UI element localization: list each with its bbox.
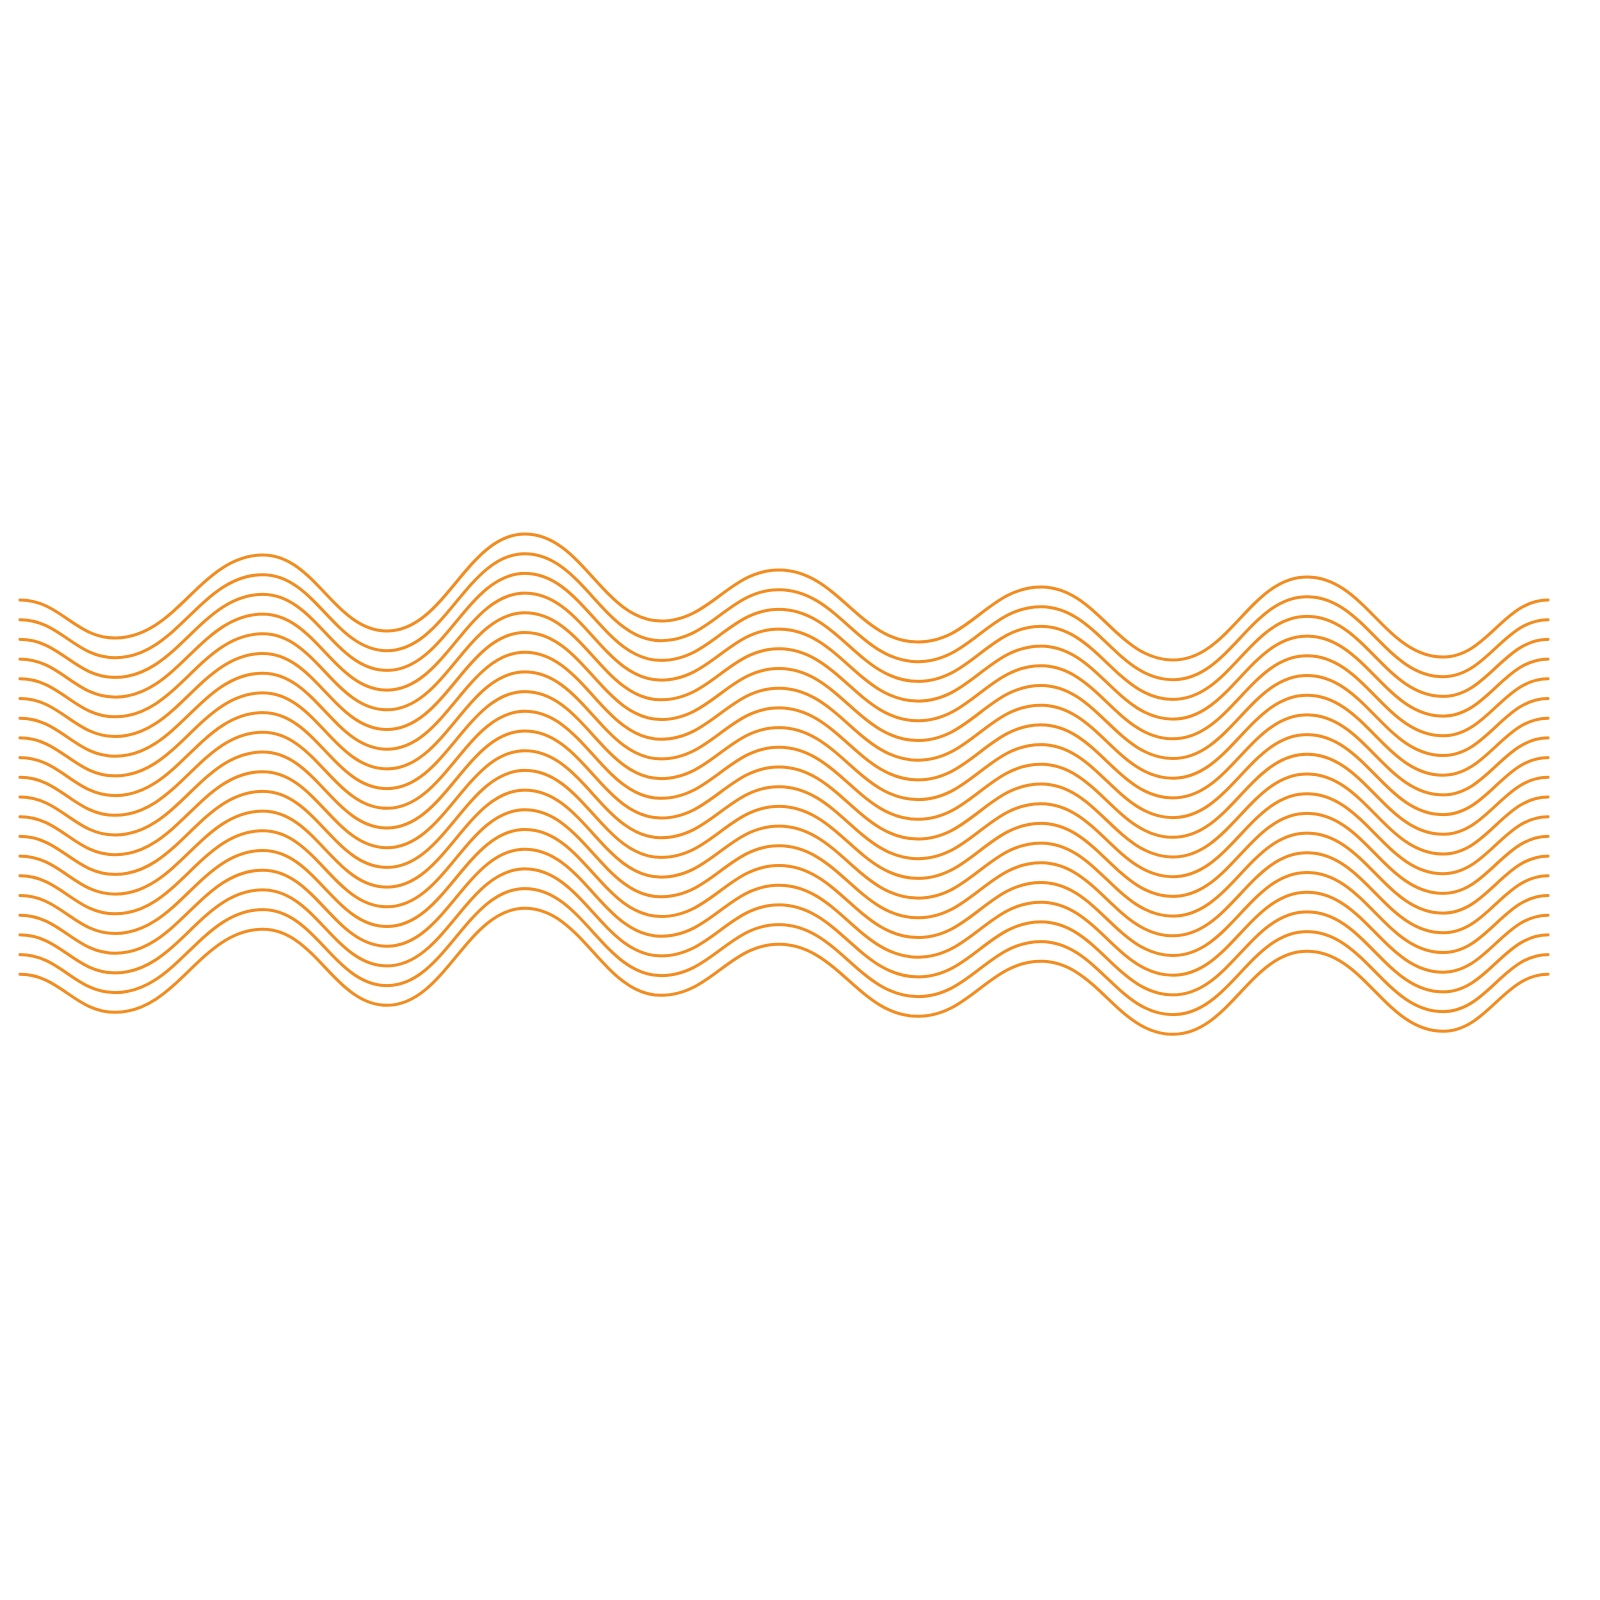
wave-line — [18, 532, 1550, 662]
wave-line — [18, 887, 1550, 1017]
wave-line — [18, 709, 1550, 839]
wave-line — [18, 906, 1550, 1036]
wave-line — [18, 827, 1550, 958]
wave-line — [18, 611, 1550, 741]
wave-line — [18, 690, 1550, 820]
wave-line — [18, 847, 1550, 977]
wave-line — [18, 867, 1550, 997]
wave-group — [18, 532, 1550, 1036]
wave-line — [18, 729, 1550, 859]
wave-line — [18, 788, 1550, 918]
wave-line — [18, 749, 1550, 879]
wave-line — [18, 670, 1550, 800]
wave-line — [18, 552, 1550, 682]
wave-line — [18, 808, 1550, 938]
wave-line — [18, 768, 1550, 898]
wave-line — [18, 650, 1550, 780]
wave-line — [18, 630, 1550, 761]
wave-line — [18, 591, 1550, 721]
wave-line — [18, 571, 1550, 701]
